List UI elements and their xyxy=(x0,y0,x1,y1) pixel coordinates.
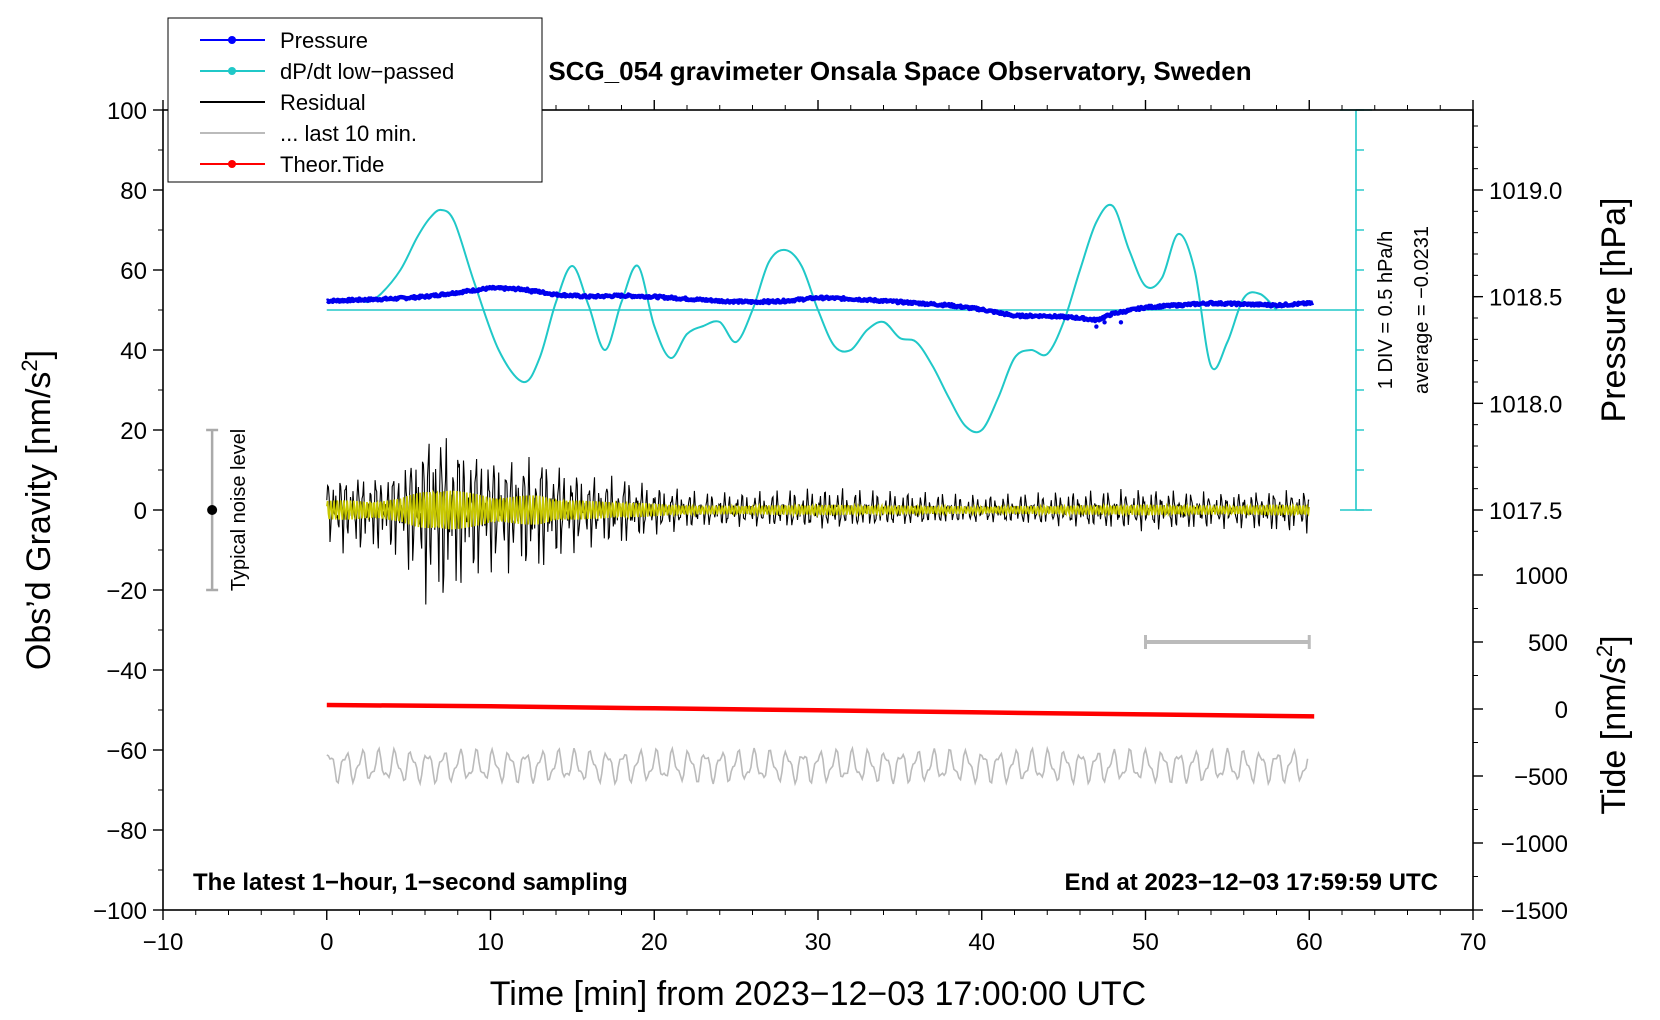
y-axis-title-left-sup: 2 xyxy=(17,359,42,371)
dpdt-average: average = −0.0231 xyxy=(1411,226,1433,394)
y-axis-title-tide: Tide [nm/s2] xyxy=(1592,635,1633,814)
pressure-point xyxy=(529,290,534,295)
y-axis-title-tide-main: Tide [nm/s xyxy=(1595,657,1633,814)
x-axis-title: Time [min] from 2023−12−03 17:00:00 UTC xyxy=(490,975,1146,1013)
pressure-tick-label: 1017.5 xyxy=(1489,498,1562,525)
x-tick-label: 70 xyxy=(1460,929,1487,956)
x-tick-label: 20 xyxy=(641,929,668,956)
legend-label: Residual xyxy=(280,90,366,115)
tide-tick-label: 500 xyxy=(1528,630,1568,657)
legend-label: dP/dt low−passed xyxy=(280,59,454,84)
y-tick-label: 20 xyxy=(120,418,147,445)
ticks-layer: −10 0 10 20 30 40 50 60 70−100−80−60−40−20020406… xyxy=(93,98,1568,956)
x-tick-label: 50 xyxy=(1132,929,1159,956)
legend-marker xyxy=(228,67,236,75)
x-tick-label: 0 xyxy=(320,929,333,956)
annotation-bottom-left: The latest 1−hour, 1−second sampling xyxy=(193,869,628,896)
y-tick-label: 60 xyxy=(120,258,147,285)
y-tick-label: −20 xyxy=(106,578,147,605)
y-tick-label: −60 xyxy=(106,738,147,765)
dpdt-div-scale: 1 DIV = 0.5 hPa/h xyxy=(1375,231,1397,389)
noise-level-point xyxy=(207,505,218,515)
tide-tick-label: −1500 xyxy=(1501,898,1568,925)
pressure-tick-label: 1018.0 xyxy=(1489,391,1562,418)
x-tick-label: 60 xyxy=(1296,929,1323,956)
pressure-point xyxy=(766,300,772,306)
pressure-tick-label: 1018.5 xyxy=(1489,285,1562,312)
residual-filtered-line xyxy=(326,489,1310,530)
last10-series-line xyxy=(326,745,1309,787)
x-tick-label: 10 xyxy=(477,929,504,956)
tide-tick-label: −500 xyxy=(1514,764,1568,791)
y-axis-title-left-end: ] xyxy=(20,350,58,359)
legend-marker xyxy=(228,36,236,44)
chart-title: SCG_054 gravimeter Onsala Space Observat… xyxy=(548,56,1251,86)
y-tick-label: −80 xyxy=(106,818,147,845)
data-layer xyxy=(206,109,1372,787)
y-tick-label: −100 xyxy=(93,898,147,925)
pressure-series-line xyxy=(325,284,1315,324)
legend-label: Pressure xyxy=(280,28,368,53)
pressure-series xyxy=(325,284,1315,329)
annotation-bottom-right: End at 2023−12−03 17:59:59 UTC xyxy=(1064,869,1438,896)
x-tick-label: −10 xyxy=(143,929,184,956)
y-axis-title-tide-end: ] xyxy=(1595,635,1633,644)
y-tick-label: 100 xyxy=(107,98,147,125)
noise-level-label: Typical noise level xyxy=(228,429,250,591)
y-tick-label: −40 xyxy=(106,658,147,685)
x-tick-label: 30 xyxy=(805,929,832,956)
y-axis-title-pressure: Pressure [hPa] xyxy=(1595,198,1633,423)
tide-series-line xyxy=(326,702,1315,719)
legend-label: Theor.Tide xyxy=(280,152,384,177)
legend: Pressure dP/dt low−passed Residual ... last… xyxy=(167,17,543,183)
pressure-tick-label: 1019.0 xyxy=(1489,178,1562,205)
x-tick-label: 40 xyxy=(968,929,995,956)
dpdt-series-line xyxy=(358,203,1278,434)
legend-box xyxy=(167,17,543,183)
tide-tick-label: −1000 xyxy=(1501,831,1568,858)
y-axis-title-left-main: Obs’d Gravity [nm/s xyxy=(20,372,58,671)
pressure-point xyxy=(1118,320,1124,325)
y-tick-label: 80 xyxy=(120,178,147,205)
y-tick-label: 40 xyxy=(120,338,147,365)
tide-tick-label: 1000 xyxy=(1515,563,1568,590)
pressure-point xyxy=(1094,324,1099,329)
tide-tick-label: 0 xyxy=(1555,697,1568,724)
legend-label: ... last 10 min. xyxy=(280,121,417,146)
y-axis-title-left: Obs’d Gravity [nm/s2] xyxy=(17,350,58,670)
y-tick-label: 0 xyxy=(134,498,147,525)
pressure-point xyxy=(1102,320,1107,325)
legend-marker xyxy=(228,160,236,168)
y-axis-title-tide-sup: 2 xyxy=(1592,645,1617,657)
